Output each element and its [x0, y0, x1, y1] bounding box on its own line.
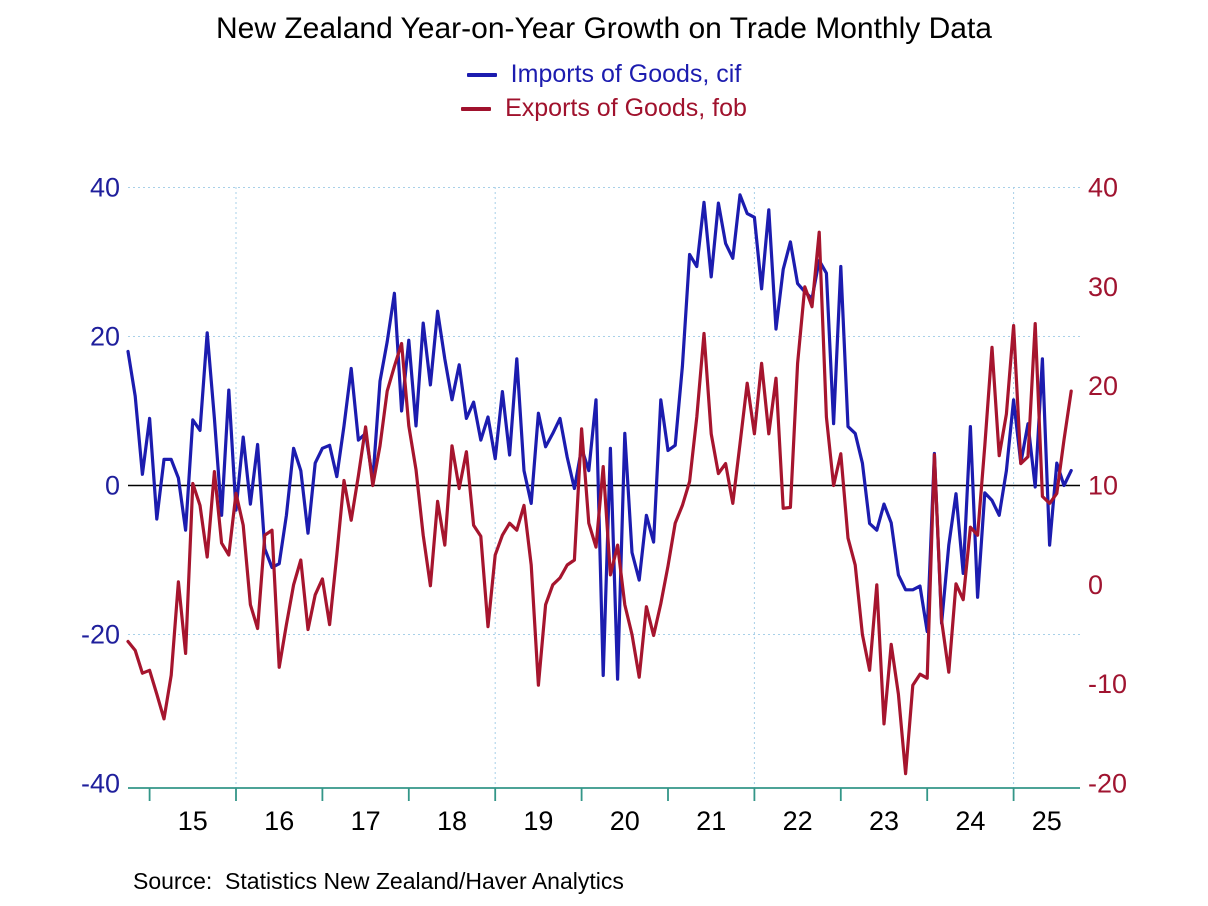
x-axis-tick-label: 19 [523, 806, 553, 836]
right-axis-tick-label: 0 [1088, 570, 1103, 600]
left-axis-tick-label: -20 [81, 620, 120, 650]
x-axis-tick-label: 17 [351, 806, 381, 836]
right-axis-tick-label: -20 [1088, 768, 1127, 798]
legend-label: Imports of Goods, cif [510, 60, 742, 88]
right-axis-tick-label: -10 [1088, 669, 1127, 699]
x-axis-tick-label: 15 [178, 806, 208, 836]
legend-item-exports: Exports of Goods, fob [0, 94, 1208, 123]
right-axis-tick-label: 20 [1088, 371, 1118, 401]
x-axis-tick-label: 16 [264, 806, 294, 836]
right-axis-tick-label: 30 [1088, 272, 1118, 302]
x-axis-tick-label: 23 [869, 806, 899, 836]
legend-label: Exports of Goods, fob [505, 94, 747, 122]
imports-series-line [126, 193, 1073, 681]
left-axis-tick-label: 40 [90, 173, 120, 203]
left-axis-tick-label: 0 [105, 471, 120, 501]
right-axis-tick-label: 10 [1088, 471, 1118, 501]
x-axis-tick-label: 24 [955, 806, 985, 836]
exports-series-line [126, 230, 1073, 776]
left-axis-tick-label: 20 [90, 322, 120, 352]
legend-swatch-icon [461, 106, 492, 111]
x-axis-tick-label: 18 [437, 806, 467, 836]
x-axis-tick-label: 25 [1032, 806, 1062, 836]
chart-title: New Zealand Year-on-Year Growth on Trade… [215, 12, 992, 45]
x-axis-tick-label: 22 [783, 806, 813, 836]
right-axis-tick-label: 40 [1088, 173, 1118, 203]
x-axis-tick-label: 20 [610, 806, 640, 836]
left-axis-tick-label: -40 [81, 769, 120, 799]
source-text: Source: Statistics New Zealand/Haver Ana… [133, 868, 624, 894]
legend-swatch-icon [466, 72, 497, 77]
x-axis-tick-label: 21 [696, 806, 726, 836]
legend-item-imports: Imports of Goods, cif [0, 60, 1208, 89]
